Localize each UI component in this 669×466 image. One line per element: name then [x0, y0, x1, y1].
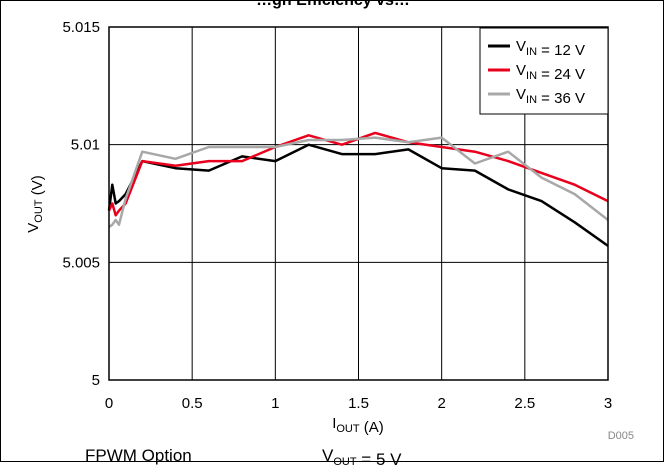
x-tick-label: 0.5 [182, 395, 203, 412]
y-axis-label: VOUT (V) [25, 175, 46, 232]
footer-left: FPWM Option [85, 446, 192, 465]
footer-right: VOUT = 5 V [322, 446, 402, 466]
x-tick-label: 3 [604, 395, 612, 412]
x-axis-label: IOUT (A) [332, 415, 384, 436]
series-line-1 [107, 143, 609, 247]
figure-code: D005 [608, 430, 634, 442]
x-tick-label: 1 [271, 395, 279, 412]
chart-title: …gh Efficiency vs… [256, 0, 410, 9]
y-tick-label: 5 [92, 372, 100, 389]
y-tick-label: 5.01 [71, 137, 100, 154]
tick-labels: 0 0.5 1 1.5 2 2.5 3 5 5.005 5.01 5.015 [62, 19, 612, 412]
x-tick-label: 0 [105, 395, 113, 412]
y-tick-label: 5.005 [62, 254, 100, 271]
x-tick-label: 1.5 [348, 395, 369, 412]
y-tick-label: 5.015 [62, 19, 100, 36]
x-tick-label: 2 [437, 395, 445, 412]
plot-area [108, 26, 609, 381]
x-tick-label: 2.5 [514, 395, 535, 412]
series-line-2 [107, 131, 609, 217]
series-lines [107, 131, 609, 247]
series-line-3 [108, 136, 609, 229]
